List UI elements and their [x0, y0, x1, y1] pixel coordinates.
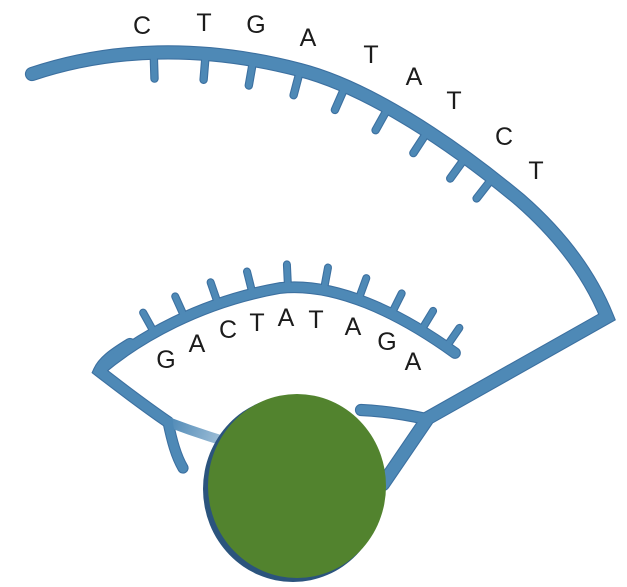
- daughter-base-letter: A: [405, 348, 422, 376]
- daughter-base-letter: G: [156, 346, 175, 374]
- daughter-base-letter: A: [278, 304, 295, 332]
- template-base-letter: A: [406, 63, 423, 91]
- daughter-base-letter: C: [219, 316, 237, 344]
- template-base-letter: A: [300, 24, 317, 52]
- left-fork-branch: [163, 417, 188, 473]
- template-base-letter: T: [363, 41, 378, 69]
- daughter-base-letter: T: [249, 309, 264, 337]
- right-fork-stub: [356, 405, 431, 424]
- polymerase-enzyme-circle: [208, 394, 386, 578]
- daughter-base-letter: G: [377, 328, 396, 356]
- daughter-base-letter: A: [345, 313, 362, 341]
- template-strand: [26, 46, 615, 490]
- template-base-letter: T: [196, 9, 211, 37]
- template-base-letter: C: [495, 123, 513, 151]
- template-base-letter: G: [246, 11, 265, 39]
- template-base-letter: T: [446, 87, 461, 115]
- template-base-letter: T: [528, 157, 543, 185]
- template-base-letter: C: [133, 12, 151, 40]
- daughter-strand: [95, 282, 460, 375]
- daughter-base-letter: A: [189, 330, 206, 358]
- daughter-base-letter: T: [308, 306, 323, 334]
